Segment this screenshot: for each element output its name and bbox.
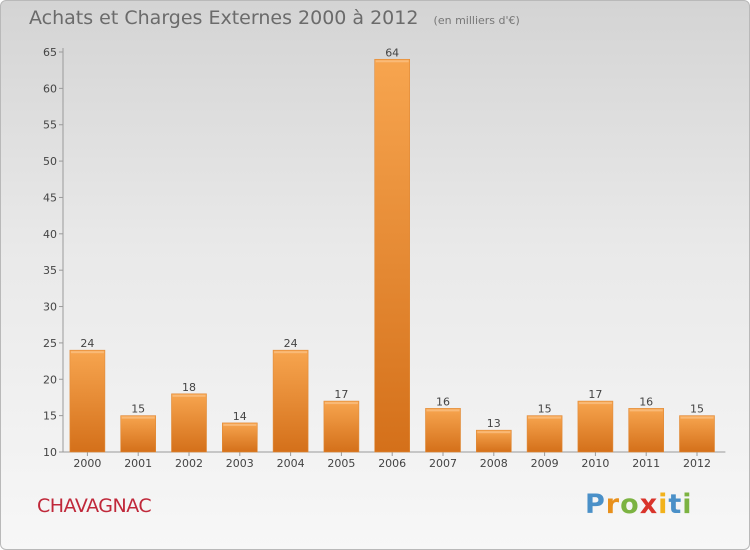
data-label: 64: [385, 46, 399, 59]
x-tick-label: 2003: [226, 457, 254, 470]
x-tick-label: 2006: [378, 457, 406, 470]
bar-2009: [526, 415, 563, 453]
proxiti-logo: Proxiti: [585, 489, 693, 520]
bar-2011: [628, 408, 665, 453]
data-label: 16: [639, 395, 653, 408]
bar-highlight: [528, 416, 562, 419]
y-tick-label: 50: [43, 155, 57, 168]
x-tick-label: 2012: [683, 457, 711, 470]
title-row: Achats et Charges Externes 2000 à 2012 (…: [29, 7, 520, 29]
y-tick-label: 65: [43, 46, 57, 59]
bar-highlight: [223, 423, 257, 426]
commune-name: CHAVAGNAC: [37, 495, 152, 517]
bar-highlight: [426, 409, 460, 412]
y-tick-label: 55: [43, 119, 57, 132]
logo-letter: o: [620, 489, 640, 520]
data-label: 13: [487, 417, 501, 430]
bar-2008: [475, 429, 512, 453]
bar-2006: [374, 58, 411, 453]
x-tick-label: 2004: [277, 457, 305, 470]
x-tick-label: 2011: [632, 457, 660, 470]
bar-highlight: [578, 402, 612, 405]
x-tick-label: 2002: [175, 457, 203, 470]
x-tick-label: 2007: [429, 457, 457, 470]
data-label: 17: [588, 388, 602, 401]
y-tick-label: 40: [43, 228, 57, 241]
y-tick-label: 25: [43, 337, 57, 350]
bar-2000: [69, 349, 106, 453]
bar-2004: [272, 349, 309, 453]
chart-title: Achats et Charges Externes 2000 à 2012: [29, 7, 419, 29]
x-tick-label: 2001: [124, 457, 152, 470]
bar-2012: [679, 415, 715, 453]
x-tick-label: 2008: [480, 457, 508, 470]
x-tick-label: 2005: [327, 457, 355, 470]
y-tick-label: 30: [43, 301, 57, 314]
data-label: 15: [690, 403, 704, 416]
x-tick-label: 2000: [73, 457, 101, 470]
bar-2002: [171, 393, 207, 453]
data-label: 16: [436, 395, 450, 408]
bar-2001: [120, 415, 156, 453]
data-label: 15: [538, 403, 552, 416]
y-tick-label: 20: [43, 373, 57, 386]
x-tick-label: 2009: [531, 457, 559, 470]
bar-2005: [323, 400, 360, 453]
y-tick-label: 15: [43, 410, 57, 423]
bar-highlight: [629, 409, 663, 412]
data-label: 18: [182, 381, 196, 394]
bar-highlight: [375, 60, 409, 63]
bar-highlight: [477, 431, 511, 434]
bar-highlight: [680, 416, 714, 419]
y-tick-label: 35: [43, 264, 57, 277]
data-label: 24: [284, 337, 298, 350]
bar-highlight: [121, 416, 155, 419]
bar-highlight: [324, 402, 358, 405]
x-tick-label: 2010: [581, 457, 609, 470]
logo-letter: P: [585, 489, 606, 520]
data-label: 15: [131, 403, 145, 416]
bar-highlight: [274, 351, 308, 354]
data-label: 14: [233, 410, 247, 423]
bar-2003: [222, 422, 258, 453]
y-tick-label: 45: [43, 191, 57, 204]
logo-letter: x: [639, 489, 659, 520]
logo-letter: i: [682, 489, 693, 520]
data-label: 17: [334, 388, 348, 401]
bar-highlight: [172, 394, 206, 397]
bar-2010: [577, 400, 614, 453]
bar-highlight: [70, 351, 104, 354]
logo-letter: r: [605, 489, 621, 520]
y-tick-label: 10: [43, 446, 57, 459]
y-tick-label: 60: [43, 82, 57, 95]
logo-letter: t: [668, 489, 683, 520]
data-label: 24: [80, 337, 94, 350]
bar-2007: [425, 408, 461, 453]
chart-subtitle: (en milliers d'€): [433, 14, 520, 27]
logo-letter: i: [658, 489, 669, 520]
